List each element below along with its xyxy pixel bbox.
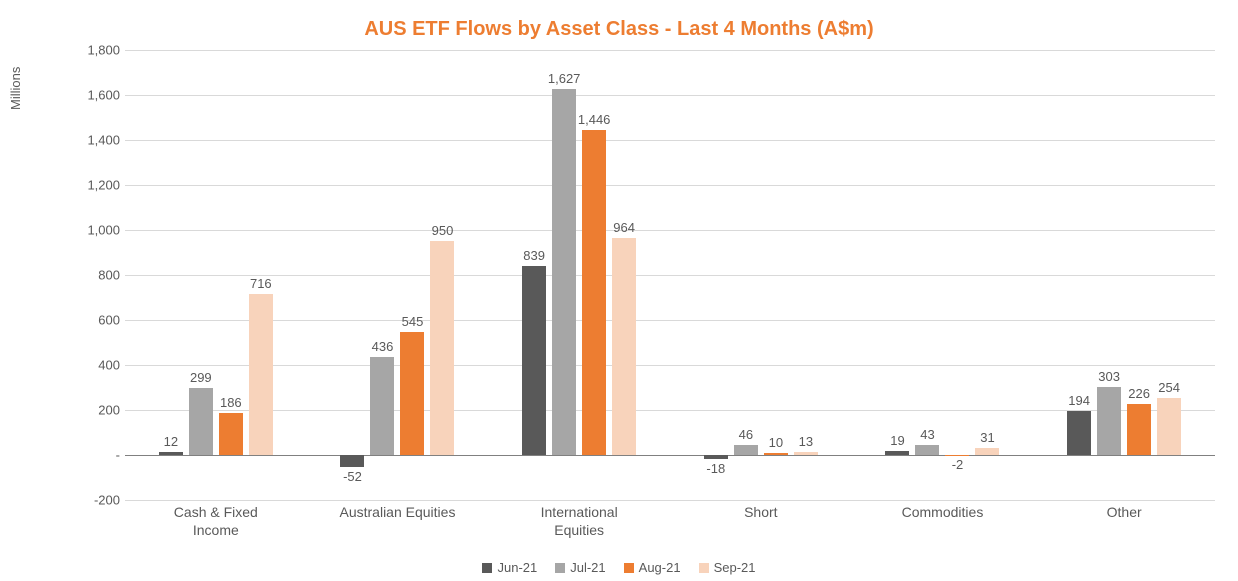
y-tick-label: 1,800: [70, 43, 120, 58]
bar-rect: [159, 452, 183, 455]
bar: 46: [734, 50, 758, 500]
bar: 43: [915, 50, 939, 500]
bar-value-label: 254: [1139, 380, 1199, 395]
bar-value-label: 950: [412, 223, 472, 238]
y-tick-label: 1,000: [70, 223, 120, 238]
bar: 13: [794, 50, 818, 500]
bar-value-label: 31: [957, 430, 1017, 445]
bar-rect: [219, 413, 243, 455]
bar: 299: [189, 50, 213, 500]
bar-rect: [612, 238, 636, 455]
y-tick-label: 1,200: [70, 178, 120, 193]
bar-value-label: 964: [594, 220, 654, 235]
legend: Jun-21 Jul-21 Aug-21 Sep-21: [0, 560, 1238, 575]
bar: 839: [522, 50, 546, 500]
legend-item: Jul-21: [555, 560, 605, 575]
bar: 10: [764, 50, 788, 500]
bar: 964: [612, 50, 636, 500]
bar: 12: [159, 50, 183, 500]
y-tick-label: 1,600: [70, 88, 120, 103]
y-tick-label: 800: [70, 268, 120, 283]
y-axis-title: Millions: [8, 67, 23, 110]
category-group: -52436545950Australian Equities: [307, 50, 489, 500]
category-label: InternationalEquities: [488, 500, 670, 539]
bar: 436: [370, 50, 394, 500]
category-group: 8391,6271,446964InternationalEquities: [488, 50, 670, 500]
bar-rect: [704, 455, 728, 459]
legend-item: Aug-21: [624, 560, 681, 575]
bar: -52: [340, 50, 364, 500]
plot-area: -200-2004006008001,0001,2001,4001,6001,8…: [75, 50, 1215, 500]
category-label: Australian Equities: [307, 500, 489, 522]
legend-swatch: [482, 563, 492, 573]
legend-item: Sep-21: [699, 560, 756, 575]
bar-rect: [400, 332, 424, 455]
bar-rect: [794, 452, 818, 455]
bar-rect: [945, 455, 969, 456]
bar: 254: [1157, 50, 1181, 500]
grid-area: -200-2004006008001,0001,2001,4001,6001,8…: [125, 50, 1215, 500]
category-group: -18461013Short: [670, 50, 852, 500]
bar: 303: [1097, 50, 1121, 500]
y-tick-label: 600: [70, 313, 120, 328]
bar: 545: [400, 50, 424, 500]
bar-value-label: 716: [231, 276, 291, 291]
bar: 716: [249, 50, 273, 500]
bar-rect: [370, 357, 394, 455]
y-tick-label: 400: [70, 358, 120, 373]
bar-rect: [1067, 411, 1091, 455]
y-tick-label: -: [70, 448, 120, 463]
y-tick-label: 1,400: [70, 133, 120, 148]
y-tick-label: -200: [70, 493, 120, 508]
legend-swatch: [624, 563, 634, 573]
legend-label: Jul-21: [570, 560, 605, 575]
bar: 31: [975, 50, 999, 500]
category-label: Cash & FixedIncome: [125, 500, 307, 539]
bar-value-label: 13: [776, 434, 836, 449]
category-label: Commodities: [852, 500, 1034, 522]
category-group: 1943-231Commodities: [852, 50, 1034, 500]
chart-title: AUS ETF Flows by Asset Class - Last 4 Mo…: [10, 18, 1228, 41]
bar: 950: [430, 50, 454, 500]
legend-item: Jun-21: [482, 560, 537, 575]
bar-rect: [885, 451, 909, 455]
bar: 226: [1127, 50, 1151, 500]
legend-label: Sep-21: [714, 560, 756, 575]
bar: 194: [1067, 50, 1091, 500]
bar-rect: [249, 294, 273, 455]
category-group: 12299186716Cash & FixedIncome: [125, 50, 307, 500]
legend-label: Jun-21: [497, 560, 537, 575]
bar-rect: [1127, 404, 1151, 455]
bar-rect: [975, 448, 999, 455]
bar-rect: [764, 453, 788, 455]
category-label: Short: [670, 500, 852, 522]
legend-swatch: [555, 563, 565, 573]
bar-rect: [552, 89, 576, 455]
category-label: Other: [1033, 500, 1215, 522]
bar-rect: [522, 266, 546, 455]
legend-swatch: [699, 563, 709, 573]
bar-rect: [1157, 398, 1181, 455]
bar-rect: [340, 455, 364, 467]
bar-rect: [582, 130, 606, 455]
category-group: 194303226254Other: [1033, 50, 1215, 500]
bar: 1,446: [582, 50, 606, 500]
y-tick-label: 200: [70, 403, 120, 418]
legend-label: Aug-21: [639, 560, 681, 575]
bar-rect: [430, 241, 454, 455]
bar-rect: [915, 445, 939, 455]
